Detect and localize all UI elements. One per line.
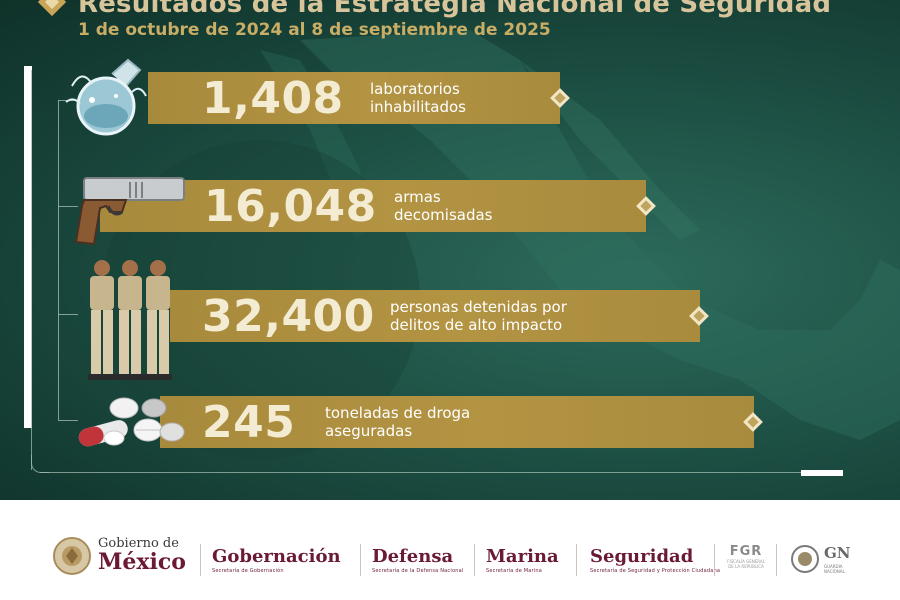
fgr-subtitle-line1: FISCALÍA GENERAL	[727, 559, 765, 564]
logo-separator	[714, 544, 715, 576]
pills-icon	[78, 397, 185, 447]
stat-number: 16,048	[204, 181, 377, 232]
gn-subtitle-line1: GUARDIA	[824, 564, 843, 569]
marina-subtitle: Secretaría de Marina	[486, 568, 543, 574]
defensa-name: Defensa	[372, 546, 454, 567]
stat-description: personas detenidas por delitos de alto i…	[390, 298, 567, 334]
gobernacion-logo: Gobernación Secretaría de Gobernación	[212, 546, 341, 574]
logo-separator	[360, 544, 361, 576]
stat-number: 32,400	[202, 291, 375, 342]
gobierno-line2: México	[98, 549, 186, 575]
lab-flask-icon	[65, 58, 147, 136]
bottom-accent-bar	[801, 470, 843, 476]
left-accent-bar	[24, 66, 32, 428]
page-subtitle: 1 de octubre de 2024 al 8 de septiembre …	[78, 20, 551, 40]
frame-corner	[31, 455, 49, 473]
frame-line-vertical	[31, 70, 34, 470]
marina-logo: Marina Secretaría de Marina	[486, 546, 559, 574]
logo-separator	[474, 544, 475, 576]
logo-separator	[200, 544, 201, 576]
detainees-icon	[88, 260, 172, 380]
connector-line	[58, 314, 78, 315]
infographic-panel: Resultados de la Estrategia Nacional de …	[0, 0, 900, 500]
stat-number: 1,408	[202, 73, 344, 124]
stat-description-line1: laboratorios	[370, 80, 460, 98]
gobernacion-name: Gobernación	[212, 546, 341, 567]
stat-description-line1: personas detenidas por	[390, 298, 567, 316]
stat-row-toneladas: 245 toneladas de droga aseguradas	[160, 396, 763, 448]
stat-description: laboratorios inhabilitados	[370, 80, 466, 116]
pistol-icon	[74, 177, 185, 246]
guardia-nacional-logo: GN GUARDIA NACIONAL	[790, 542, 860, 576]
frame-line-horizontal	[40, 472, 830, 473]
logo-separator	[576, 544, 577, 576]
gn-name: GN	[824, 544, 851, 562]
stat-row-armas: 16,048 armas decomisadas	[100, 180, 656, 232]
connector-line	[58, 100, 59, 420]
stat-description-line1: armas	[394, 188, 441, 206]
stat-description-line2: decomisadas	[394, 206, 493, 224]
seguridad-subtitle: Secretaría de Seguridad y Protección Ciu…	[590, 568, 721, 574]
defensa-logo: Defensa Secretaría de la Defensa Naciona…	[372, 546, 463, 574]
gobierno-line1: Gobierno de	[98, 536, 179, 551]
gobierno-de-mexico-logo: Gobierno de México	[52, 536, 192, 580]
stat-row-laboratorios: 1,408 laboratorios inhabilitados	[148, 72, 570, 124]
fgr-subtitle-line2: DE LA REPÚBLICA	[728, 564, 764, 569]
fgr-logo: FGR FISCALÍA GENERAL DE LA REPÚBLICA	[726, 544, 766, 569]
stat-description-line2: inhabilitados	[370, 98, 466, 116]
coat-of-arms-icon	[53, 537, 91, 575]
defensa-subtitle: Secretaría de la Defensa Nacional	[372, 568, 464, 574]
gobernacion-subtitle: Secretaría de Gobernación	[212, 568, 284, 574]
stat-description: toneladas de droga aseguradas	[325, 404, 470, 440]
gn-subtitle-line2: NACIONAL	[824, 569, 845, 574]
guardia-nacional-emblem-icon	[791, 545, 819, 573]
seguridad-name: Seguridad	[590, 546, 694, 567]
fgr-name: FGR	[729, 544, 763, 559]
stat-description-line1: toneladas de droga	[325, 404, 471, 422]
page-title: Resultados de la Estrategia Nacional de …	[78, 0, 832, 19]
seguridad-logo: Seguridad Secretaría de Seguridad y Prot…	[590, 546, 720, 574]
stat-description-line2: delitos de alto impacto	[390, 316, 563, 334]
stat-description: armas decomisadas	[394, 188, 493, 224]
stat-row-detenidas: 32,400 personas detenidas por delitos de…	[170, 290, 709, 342]
logo-separator	[776, 544, 777, 576]
stat-description-line2: aseguradas	[325, 422, 413, 440]
stat-number: 245	[202, 397, 296, 448]
government-logos-strip: Gobierno de México Gobernación Secretarí…	[0, 500, 900, 600]
marina-name: Marina	[486, 546, 559, 567]
connector-line	[58, 420, 78, 421]
